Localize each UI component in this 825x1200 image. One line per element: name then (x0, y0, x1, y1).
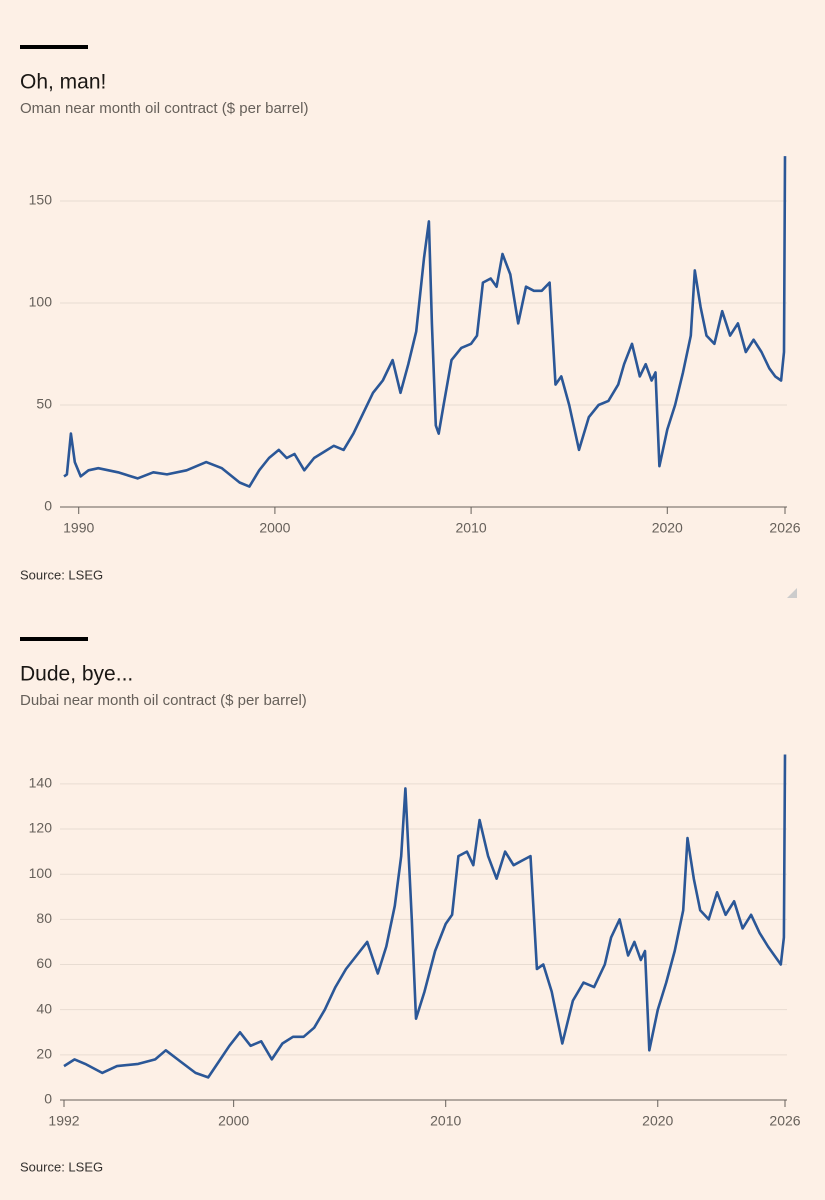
x-tick-label: 1990 (63, 520, 94, 536)
chart-title: Dude, bye... (20, 663, 133, 686)
x-tick-label: 2010 (456, 520, 487, 536)
title-bar (20, 45, 88, 49)
title-bar (20, 637, 88, 641)
resize-icon (787, 588, 797, 598)
x-tick-label: 2026 (769, 520, 800, 536)
x-tick-label: 2000 (218, 1113, 249, 1129)
price-line (63, 754, 787, 1079)
chart-subtitle: Dubai near month oil contract ($ per bar… (20, 692, 307, 709)
x-tick-label: 2020 (652, 520, 683, 536)
chart-title: Oh, man! (20, 71, 106, 94)
y-tick-label: 0 (44, 498, 52, 514)
price-line (63, 156, 787, 488)
x-tick-label: 2010 (430, 1113, 461, 1129)
y-tick-label: 100 (29, 865, 53, 881)
source: Source: LSEG (20, 1159, 103, 1174)
chart-subtitle: Oman near month oil contract ($ per barr… (20, 100, 308, 117)
x-tick-label: 1992 (48, 1113, 79, 1129)
y-tick-label: 150 (29, 192, 53, 208)
y-tick-label: 40 (36, 1000, 52, 1016)
x-tick-label: 2026 (769, 1113, 800, 1129)
source: Source: LSEG (20, 567, 103, 582)
y-tick-label: 120 (29, 820, 53, 836)
x-tick-label: 2020 (642, 1113, 673, 1129)
y-tick-label: 50 (36, 396, 52, 412)
y-tick-label: 100 (29, 294, 53, 310)
y-tick-label: 140 (29, 775, 53, 791)
y-tick-label: 80 (36, 910, 52, 926)
y-tick-label: 60 (36, 955, 52, 971)
x-tick-label: 2000 (259, 520, 290, 536)
y-tick-label: 0 (44, 1091, 52, 1107)
y-tick-label: 20 (36, 1046, 52, 1062)
